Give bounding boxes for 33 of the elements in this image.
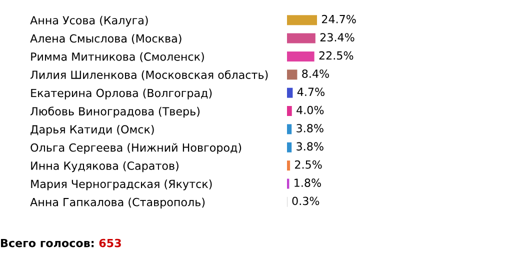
data-label: 2.5% bbox=[295, 160, 322, 169]
data-label: 4.0% bbox=[296, 106, 324, 114]
data-label: 24.7% bbox=[322, 14, 356, 24]
bar bbox=[287, 160, 290, 171]
data-label: 22.5% bbox=[319, 51, 354, 60]
y-tick-label: Дарья Катиди (Омск) bbox=[30, 124, 154, 136]
bar bbox=[287, 106, 292, 116]
text: Всего голосов: bbox=[1, 238, 94, 248]
data-label: 4.7% bbox=[297, 88, 324, 96]
y-tick-label: Мария Черноградская (Якутск) bbox=[31, 180, 212, 190]
y-tick-label: Ольга Сергеева (Нижний Новгород) bbox=[30, 143, 242, 154]
y-tick-label: Анна Гапкалова (Ставрополь) bbox=[30, 198, 205, 208]
bar bbox=[287, 70, 298, 80]
bar bbox=[287, 15, 317, 26]
y-tick-label: Лилия Шиленкова (Московская область) bbox=[30, 70, 268, 80]
text: 653 bbox=[99, 238, 121, 248]
y-tick-label: Римма Митникова (Смоленск) bbox=[31, 52, 204, 62]
data-label: 0.3% bbox=[292, 196, 320, 206]
y-tick-label: Анна Усова (Калуга) bbox=[30, 16, 148, 27]
data-label: 23.4% bbox=[320, 33, 354, 42]
bar bbox=[287, 88, 293, 98]
data-label: 1.8% bbox=[294, 178, 321, 187]
y-tick-label: Любовь Виноградова (Тверь) bbox=[30, 106, 200, 118]
bar bbox=[287, 51, 314, 62]
bar bbox=[287, 33, 316, 44]
data-label: 3.8% bbox=[296, 124, 324, 132]
data-label: 8.4% bbox=[302, 69, 329, 78]
bar bbox=[287, 124, 292, 134]
data-label: 3.8% bbox=[296, 142, 324, 151]
bar bbox=[287, 142, 292, 152]
y-tick-label: Алена Смыслова (Москва) bbox=[30, 34, 182, 44]
y-tick-label: Инна Кудякова (Саратов) bbox=[31, 161, 178, 172]
y-tick-label: Екатерина Орлова (Волгоград) bbox=[31, 88, 212, 100]
